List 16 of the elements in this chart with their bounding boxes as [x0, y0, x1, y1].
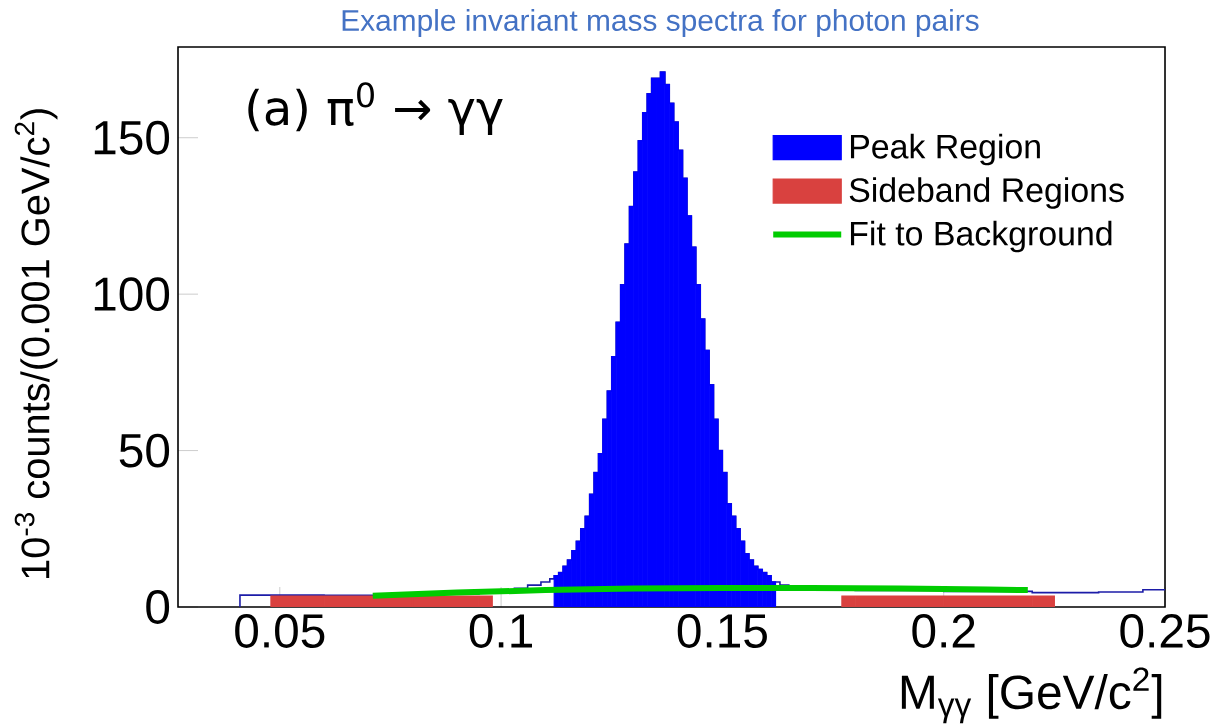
- chart-title: Example invariant mass spectra for photon pairs: [342, 9, 979, 37]
- y-tick-label: 150: [94, 120, 170, 155]
- y-axis-title: 10$^{-3}$ counts/(0.001 GeV/c$^{2}$): [14, 109, 58, 578]
- legend-label: Peak Region: [850, 133, 1040, 166]
- x-tick-label: 0.05: [235, 614, 325, 648]
- annotation: (a) π$^{0}$ → γγ: [248, 82, 503, 135]
- x-tick-label: 0.1: [469, 614, 532, 648]
- x-tick-label: 0.25: [1120, 614, 1210, 648]
- x-tick-label: 0.15: [677, 614, 767, 648]
- y-tick-label: 100: [94, 277, 170, 312]
- x-axis-title: M$_{γγ}$ [GeV/c$^{2}$]: [901, 667, 1162, 724]
- x-tick-label: 0.2: [912, 614, 975, 648]
- y-tick-label: 0: [146, 590, 170, 624]
- y-tick-label: 50: [119, 433, 170, 468]
- legend-label: Fit to Background: [850, 220, 1112, 253]
- legend-label: Sideband Regions: [849, 177, 1124, 209]
